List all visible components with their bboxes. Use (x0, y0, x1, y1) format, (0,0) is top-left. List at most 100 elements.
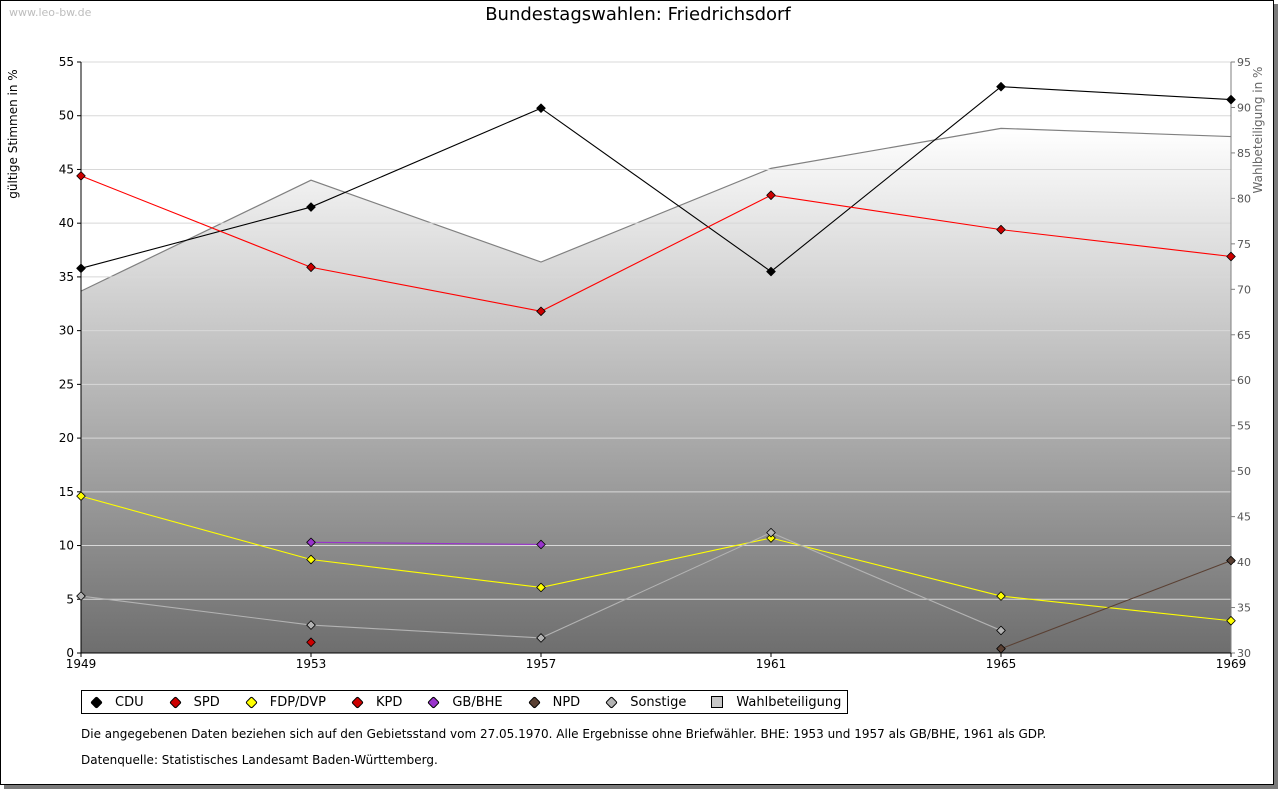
legend-label-sonstige: Sonstige (630, 694, 687, 710)
legend-item-wahlbeteiligung: Wahlbeteiligung (707, 695, 841, 710)
legend-item-sonstige: Sonstige (601, 695, 686, 710)
y-tick-label: 15 (59, 485, 74, 499)
y2-tick-label: 30 (1237, 647, 1251, 660)
legend-item-cdu: CDU (86, 695, 144, 710)
marker-spd (996, 224, 1006, 235)
y2-tick-label: 85 (1237, 147, 1251, 160)
x-tick-label: 1953 (296, 657, 327, 671)
y-tick-label: 20 (59, 431, 74, 445)
y2-tick-label: 70 (1237, 283, 1251, 296)
marker-sonstige (766, 527, 776, 538)
y2-tick-label: 65 (1237, 329, 1251, 342)
legend-swatch-sonstige (605, 695, 619, 709)
marker-gbbhe (536, 539, 546, 550)
legend-swatch-wahlbeteiligung (711, 696, 724, 708)
marker-spd (766, 190, 776, 200)
footnote-area: Die angegebenen Daten beziehen sich auf … (81, 727, 1047, 741)
y-tick-label: 40 (59, 216, 74, 230)
marker-spd (1226, 251, 1236, 262)
marker-cdu (1226, 94, 1236, 105)
y2-tick-label: 95 (1237, 56, 1251, 69)
legend-item-gbbhe: GB/BHE (423, 694, 503, 710)
legend-swatch-spd (168, 695, 182, 709)
y2-tick-label: 75 (1237, 238, 1251, 251)
series-line-npd (1000, 560, 1232, 650)
series-line-gbbhe (310, 541, 542, 546)
y2-tick-label: 50 (1237, 465, 1251, 478)
legend-label-wahlbeteiligung: Wahlbeteiligung (736, 694, 842, 710)
x-tick-label: 1969 (1216, 657, 1247, 671)
y-axis-label: gültige Stimmen in % (6, 69, 20, 198)
marker-kpd (306, 637, 316, 647)
legend-swatch-kpd (351, 695, 364, 709)
marker-sonstige (306, 620, 316, 630)
legend-item-npd: NPD (524, 694, 581, 710)
legend-item-kpd: KPD (347, 695, 402, 710)
marker-spd (536, 306, 546, 316)
legend-swatch-cdu (90, 695, 103, 709)
y2-tick-label: 35 (1237, 602, 1251, 615)
y-tick-label: 50 (59, 109, 74, 123)
marker-sonstige (536, 633, 546, 643)
series-line-fdpdvp (80, 495, 1232, 622)
chart-legend: CDU SPD FDP/DVP KPD GB/BHE NPD Sonstige (81, 690, 849, 714)
marker-fdpdvp (76, 491, 86, 501)
watermark: www.leo-bw.de (9, 6, 92, 19)
y2-tick-label: 55 (1237, 420, 1251, 433)
series-line-spd (80, 175, 1232, 312)
turnout-line (80, 127, 1232, 292)
y-tick-label: 55 (59, 55, 74, 69)
legend-label-spd: SPD (193, 694, 220, 710)
y2-tick-label: 80 (1237, 192, 1251, 205)
marker-fdpdvp (996, 591, 1006, 601)
marker-sonstige (76, 591, 86, 601)
legend-item-spd: SPD (165, 695, 220, 710)
y-tick-label: 10 (59, 539, 74, 553)
y-tick-label: 5 (66, 592, 74, 606)
y2-tick-label: 60 (1237, 374, 1251, 387)
x-tick-label: 1961 (756, 657, 787, 671)
marker-cdu (766, 266, 776, 277)
marker-spd (76, 171, 86, 181)
footnote-source: Datenquelle: Statistisches Landesamt Bad… (81, 753, 438, 767)
turnout-area (81, 128, 1231, 653)
legend-item-fdp: FDP/DVP (241, 695, 326, 710)
y2-tick-label: 40 (1237, 556, 1251, 569)
legend-swatch-fdp (244, 695, 258, 709)
marker-fdpdvp (766, 533, 776, 543)
legend-label-fdp: FDP/DVP (269, 694, 326, 710)
x-tick-label: 1957 (526, 657, 557, 671)
legend-swatch-npd (527, 695, 541, 709)
y-tick-label: 0 (66, 646, 74, 660)
legend-label-npd: NPD (552, 694, 581, 710)
legend-swatch-gbbhe (427, 695, 441, 709)
marker-sonstige (996, 625, 1006, 636)
marker-npd (996, 644, 1006, 654)
x-tick-label: 1949 (66, 657, 97, 671)
y-tick-label: 45 (59, 162, 74, 176)
y2-tick-label: 90 (1237, 101, 1251, 114)
legend-label-cdu: CDU (115, 694, 144, 710)
y2-tick-label: 45 (1237, 511, 1251, 524)
marker-fdpdvp (536, 582, 546, 593)
marker-cdu (536, 103, 546, 113)
series-line-cdu (80, 86, 1232, 273)
marker-cdu (76, 263, 86, 274)
y-tick-label: 25 (59, 377, 74, 391)
x-tick-label: 1965 (986, 657, 1017, 671)
legend-label-kpd: KPD (375, 694, 403, 710)
marker-spd (306, 262, 316, 272)
y-tick-label: 35 (59, 270, 74, 284)
y2-axis-label: Wahlbeteiligung in % (1251, 67, 1265, 194)
chart-title: Bundestagswahlen: Friedrichsdorf (485, 4, 791, 25)
marker-cdu (306, 202, 316, 212)
marker-gbbhe (306, 537, 316, 548)
marker-cdu (996, 82, 1006, 92)
legend-label-gbbhe: GB/BHE (452, 694, 503, 710)
marker-npd (1226, 555, 1236, 566)
marker-fdpdvp (306, 554, 316, 565)
y-tick-label: 30 (59, 324, 74, 338)
marker-fdpdvp (1226, 616, 1236, 626)
